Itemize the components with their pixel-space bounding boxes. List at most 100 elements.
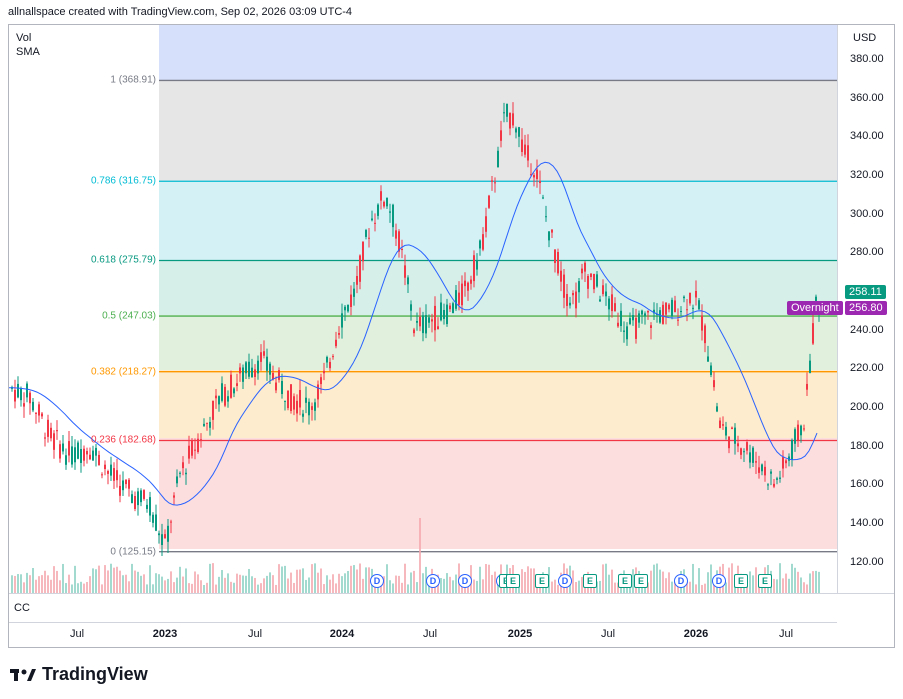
candle-body xyxy=(779,477,781,479)
candle-body xyxy=(494,182,496,184)
dividend-event-icon[interactable]: D xyxy=(712,574,726,588)
dividend-event-icon[interactable]: D xyxy=(458,574,472,588)
earnings-event-icon[interactable]: E xyxy=(634,574,648,588)
candle-body xyxy=(233,388,235,394)
volume-bar xyxy=(152,584,154,593)
candle-body xyxy=(752,447,754,463)
price-tick: 280.00 xyxy=(850,246,884,259)
volume-bar xyxy=(404,563,406,593)
volume-bar xyxy=(263,578,265,593)
candle-body xyxy=(263,351,265,356)
volume-bar xyxy=(68,574,70,593)
volume-bar xyxy=(65,583,67,593)
time-axis[interactable] xyxy=(9,622,837,647)
volume-bar xyxy=(56,570,58,593)
candle-body xyxy=(596,274,598,287)
volume-bar xyxy=(653,564,655,593)
volume-bar xyxy=(227,573,229,593)
earnings-event-icon[interactable]: E xyxy=(734,574,748,588)
price-chart[interactable] xyxy=(9,25,837,593)
candle-body xyxy=(17,383,19,398)
candle-body xyxy=(797,424,799,441)
dividend-event-icon[interactable]: D xyxy=(370,574,384,588)
volume-bar xyxy=(581,576,583,593)
volume-bar xyxy=(71,584,73,593)
candle-body xyxy=(563,274,565,298)
price-tick: 240.00 xyxy=(850,323,884,336)
candle-body xyxy=(647,310,649,313)
volume-bar xyxy=(755,567,757,593)
dividend-event-icon[interactable]: D xyxy=(558,574,572,588)
pane-separator[interactable] xyxy=(9,593,894,594)
candle-body xyxy=(23,403,25,407)
volume-bar xyxy=(572,570,574,593)
price-tick: 340.00 xyxy=(850,130,884,143)
candle-body xyxy=(500,130,502,141)
candle-body xyxy=(89,454,91,460)
volume-bar xyxy=(110,563,112,593)
candle-body xyxy=(740,448,742,455)
volume-bar xyxy=(32,567,34,593)
candle-body xyxy=(155,514,157,531)
candle-body xyxy=(110,464,112,476)
volume-bar xyxy=(776,579,778,593)
volume-bar xyxy=(74,565,76,593)
legend-vol[interactable]: Vol xyxy=(16,32,32,44)
earnings-event-icon[interactable]: E xyxy=(583,574,597,588)
volume-bar xyxy=(791,563,793,593)
candle-body xyxy=(305,397,307,403)
earnings-event-icon[interactable]: E xyxy=(758,574,772,588)
volume-bar xyxy=(143,574,145,593)
volume-bar xyxy=(608,574,610,593)
volume-bar xyxy=(245,575,247,593)
volume-bar xyxy=(518,583,520,593)
candle-body xyxy=(134,496,136,509)
candle-body xyxy=(575,291,577,309)
cc-indicator-label[interactable]: CC xyxy=(14,602,30,614)
candle-body xyxy=(419,316,421,327)
candle-body xyxy=(464,280,466,287)
volume-bar xyxy=(170,571,172,593)
volume-bar xyxy=(11,575,13,593)
candle-body xyxy=(455,290,457,309)
dividend-event-icon[interactable]: D xyxy=(674,574,688,588)
candle-body xyxy=(383,201,385,207)
candle-body xyxy=(611,294,613,312)
volume-bar xyxy=(818,571,820,593)
volume-bar xyxy=(485,564,487,593)
fib-level-label: 1 (368.91) xyxy=(110,74,156,86)
volume-bar xyxy=(554,579,556,593)
currency-label[interactable]: USD xyxy=(853,32,877,44)
volume-bar xyxy=(599,580,601,593)
candle-body xyxy=(662,304,664,324)
earnings-event-icon[interactable]: E xyxy=(535,574,549,588)
candle-body xyxy=(32,401,34,411)
volume-bar xyxy=(299,569,301,593)
volume-bar xyxy=(269,572,271,593)
candle-body xyxy=(302,413,304,417)
dividend-event-icon[interactable]: D xyxy=(426,574,440,588)
volume-bar xyxy=(788,578,790,593)
earnings-event-icon[interactable]: E xyxy=(618,574,632,588)
volume-bar xyxy=(575,582,577,593)
candle-body xyxy=(98,454,100,465)
candle-body xyxy=(590,273,592,277)
candle-body xyxy=(710,365,712,375)
volume-bar xyxy=(440,578,442,593)
volume-bar xyxy=(185,568,187,593)
candle-body xyxy=(254,369,256,378)
candle-body xyxy=(764,466,766,476)
candle-body xyxy=(182,462,184,469)
earnings-event-icon[interactable]: E xyxy=(506,574,520,588)
candle-body xyxy=(269,363,271,375)
volume-bar xyxy=(686,581,688,593)
legend-sma[interactable]: SMA xyxy=(16,46,40,58)
candle-body xyxy=(338,333,340,335)
volume-bar xyxy=(119,570,121,593)
volume-bar xyxy=(164,580,166,593)
volume-bar xyxy=(455,574,457,593)
candle-body xyxy=(308,401,310,416)
candle-body xyxy=(785,460,787,464)
volume-bar xyxy=(308,577,310,593)
price-tick: 200.00 xyxy=(850,400,884,413)
